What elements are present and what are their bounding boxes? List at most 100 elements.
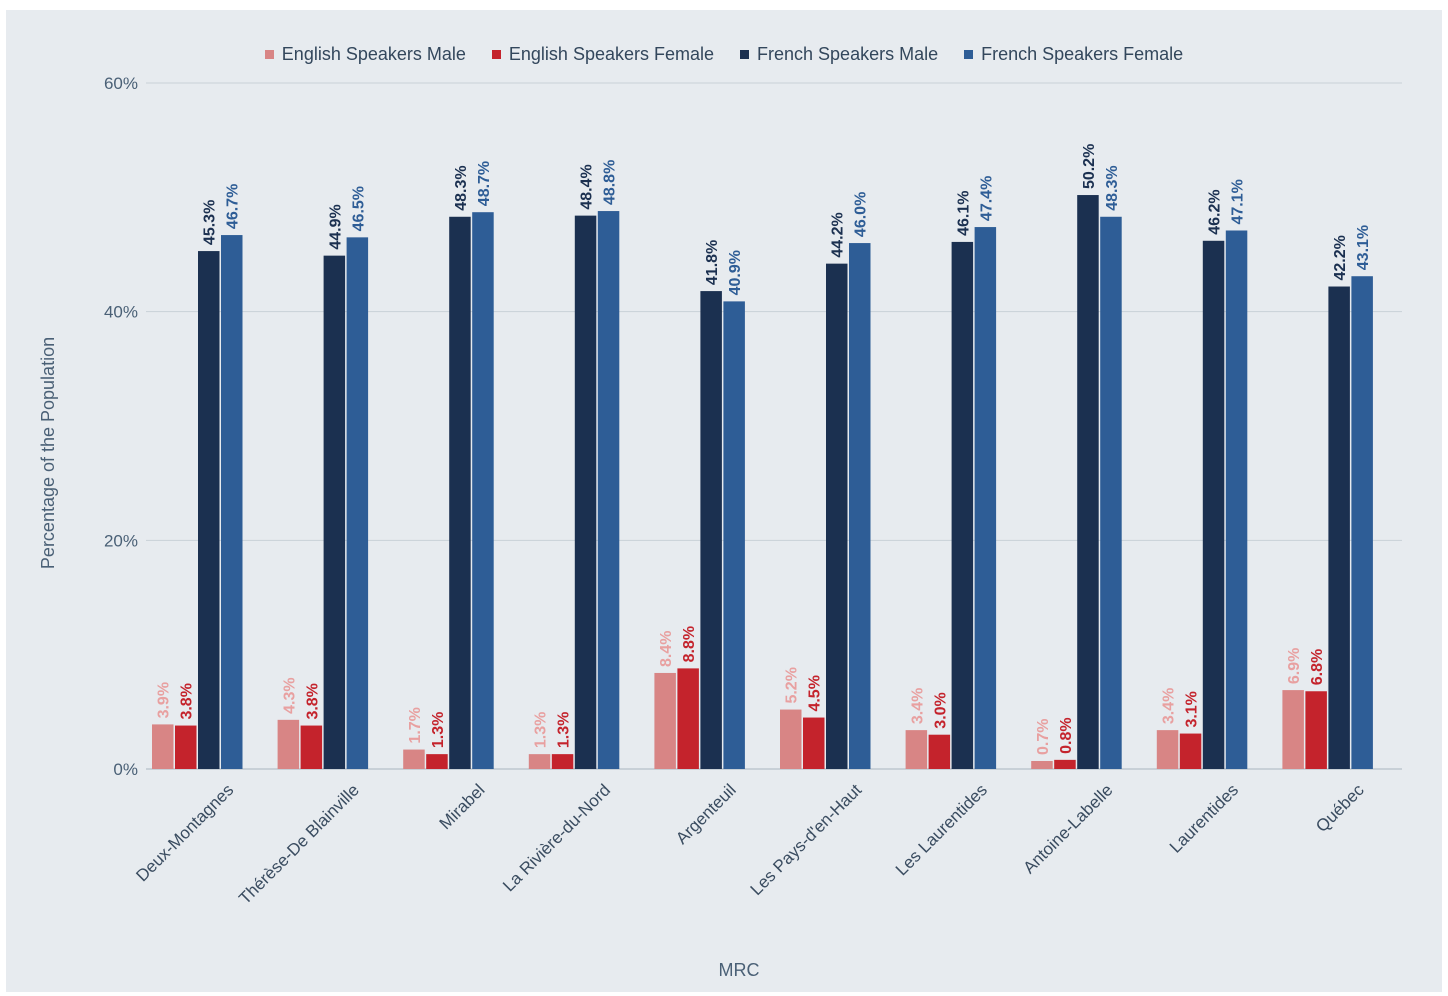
legend-swatch-english-female: [491, 50, 501, 59]
bar: [1202, 240, 1225, 769]
y-tick-label: 20%: [104, 531, 138, 550]
x-tick-label: Les Laurentides: [892, 780, 991, 879]
legend-item-english-female[interactable]: English Speakers Female: [491, 44, 715, 65]
bar: [152, 724, 174, 769]
legend-swatch-english-male: [264, 50, 274, 59]
bar: [1077, 195, 1099, 770]
data-label: 6.9%: [1286, 648, 1303, 684]
data-label: 3.8%: [179, 683, 196, 719]
bar: [1054, 759, 1076, 769]
bar: [221, 235, 243, 769]
x-tick-label: Thérèse-De Blainville: [235, 780, 363, 908]
x-tick-label: Mirabel: [436, 780, 489, 833]
data-label: 48.3%: [1104, 165, 1121, 210]
bar: [449, 216, 471, 769]
bar: [928, 734, 951, 769]
data-label: 43.1%: [1355, 225, 1372, 270]
bar: [974, 227, 997, 769]
data-label: 3.9%: [156, 682, 173, 718]
bar: [198, 251, 220, 769]
bar: [780, 709, 802, 769]
bar: [323, 255, 346, 770]
legend-label-french-female: French Speakers Female: [981, 44, 1184, 64]
y-tick-label: 60%: [104, 74, 138, 93]
bar: [1282, 690, 1304, 769]
data-label: 42.2%: [1332, 235, 1349, 280]
data-label: 47.4%: [978, 176, 995, 221]
x-axis-title: MRC: [719, 960, 760, 980]
legend-label-french-male: French Speakers Male: [757, 44, 939, 64]
bar: [426, 754, 448, 769]
data-label: 4.3%: [281, 677, 298, 713]
y-tick-label: 0%: [113, 760, 138, 779]
chart-legend: English Speakers Male English Speakers F…: [0, 44, 1448, 65]
legend-label-english-female: English Speakers Female: [508, 44, 715, 64]
bars: [152, 195, 1373, 770]
x-tick-label: Deux-Montagnes: [132, 780, 237, 885]
bar: [803, 717, 825, 769]
bar: [1179, 733, 1202, 769]
legend-item-french-female[interactable]: French Speakers Female: [964, 44, 1183, 65]
data-label: 46.7%: [225, 184, 242, 229]
x-tick-label: Québec: [1312, 780, 1368, 836]
bar: [403, 749, 425, 769]
data-label: 46.0%: [853, 192, 870, 237]
data-label: 45.3%: [202, 200, 219, 245]
bar: [1351, 276, 1373, 769]
data-label: 3.4%: [909, 688, 926, 724]
data-label: 0.7%: [1035, 719, 1052, 755]
bar: [574, 215, 597, 770]
data-label: 1.3%: [556, 712, 573, 748]
data-label: 3.1%: [1184, 691, 1201, 727]
data-label: 48.7%: [476, 161, 493, 206]
bar: [597, 211, 620, 769]
x-tick-label: Antoine-Labelle: [1020, 780, 1117, 877]
data-label: 48.3%: [453, 165, 470, 210]
bar: [346, 237, 369, 770]
bar: [1305, 691, 1327, 769]
bar: [700, 291, 722, 769]
bar: [826, 263, 848, 769]
data-label: 47.1%: [1230, 179, 1247, 224]
data-label: 46.1%: [955, 191, 972, 236]
legend-label-english-male: English Speakers Male: [281, 44, 466, 64]
x-tick-label: Les Pays-d'en-Haut: [747, 780, 866, 899]
bar: [551, 754, 574, 769]
data-label: 5.2%: [784, 667, 801, 703]
data-label: 8.4%: [658, 630, 675, 666]
data-label: 1.7%: [407, 707, 424, 743]
data-label: 3.0%: [932, 692, 949, 728]
data-label: 48.8%: [602, 160, 619, 205]
bar: [905, 730, 928, 769]
data-label: 8.8%: [681, 626, 698, 662]
bar: [1031, 760, 1053, 769]
value-labels: 3.9% 3.8% 45.3% 46.7% 4.3% 3.8% 44.9% 46.5% 1.7%…: [156, 144, 1372, 755]
bar: [472, 212, 494, 770]
bar: [1328, 286, 1350, 769]
data-label: 6.8%: [1309, 649, 1326, 685]
y-axis-title: Percentage of the Population: [38, 337, 58, 569]
data-label: 41.8%: [704, 240, 721, 285]
bar: [175, 725, 197, 769]
data-label: 50.2%: [1081, 144, 1098, 189]
data-label: 1.3%: [430, 712, 447, 748]
x-tick-label: Argenteuil: [672, 780, 740, 848]
bar: [1100, 216, 1122, 769]
legend-item-french-male[interactable]: French Speakers Male: [740, 44, 938, 65]
legend-swatch-french-male: [740, 50, 750, 59]
x-tick-label: La Rivière-du-Nord: [499, 780, 614, 895]
bar: [528, 754, 551, 769]
data-label: 1.3%: [533, 712, 550, 748]
bar: [723, 301, 745, 769]
data-label: 40.9%: [727, 250, 744, 295]
data-label: 3.8%: [304, 683, 321, 719]
data-label: 4.5%: [807, 675, 824, 711]
bar: [951, 241, 974, 769]
data-label: 3.4%: [1161, 688, 1178, 724]
data-label: 44.2%: [830, 212, 847, 257]
y-tick-label: 40%: [104, 303, 138, 322]
bar: [300, 725, 323, 769]
legend-item-english-male[interactable]: English Speakers Male: [264, 44, 466, 65]
x-tick-label: Laurentides: [1166, 780, 1242, 856]
